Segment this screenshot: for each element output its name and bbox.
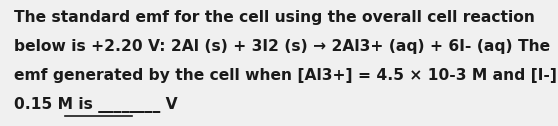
Text: emf generated by the cell when [Al3+] = 4.5 × 10-3 M and [I-] =: emf generated by the cell when [Al3+] = … <box>14 68 558 83</box>
Text: below is +2.20 V: 2Al (s) + 3I2 (s) → 2Al3+ (aq) + 6I- (aq) The: below is +2.20 V: 2Al (s) + 3I2 (s) → 2A… <box>14 39 550 54</box>
Text: 0.15 M is ________ V: 0.15 M is ________ V <box>14 97 177 113</box>
Text: The standard emf for the cell using the overall cell reaction: The standard emf for the cell using the … <box>14 10 535 25</box>
